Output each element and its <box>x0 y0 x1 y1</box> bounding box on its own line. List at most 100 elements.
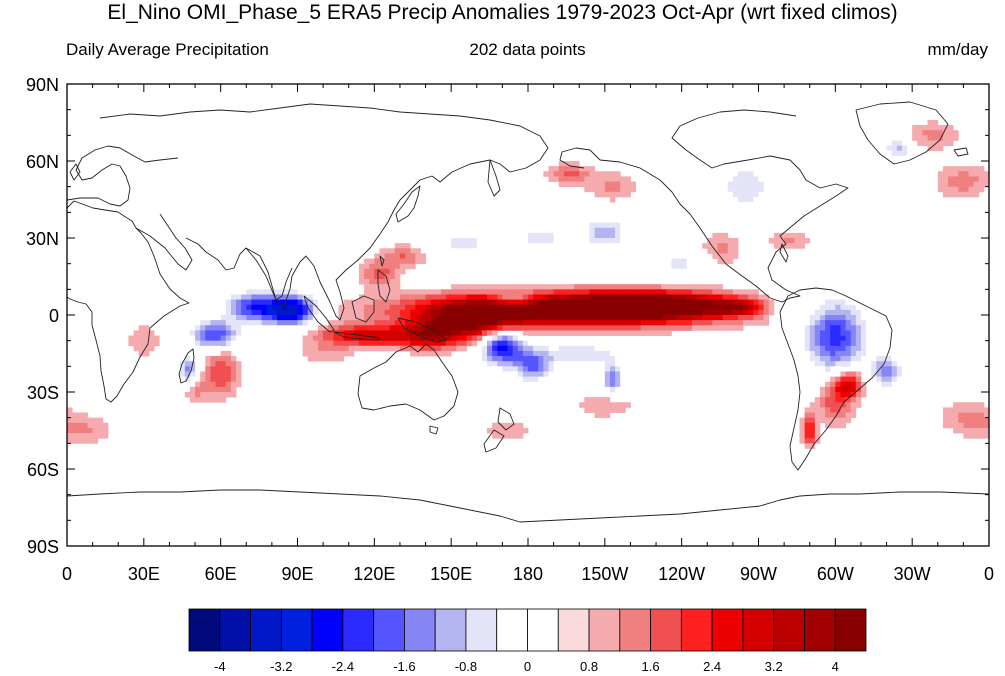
anomaly-cell <box>835 294 841 300</box>
anomaly-cell <box>681 433 688 439</box>
anomaly-cell <box>640 309 647 316</box>
anomaly-cell <box>246 427 252 434</box>
anomaly-cell <box>389 335 396 342</box>
anomaly-cell <box>819 294 826 300</box>
anomaly-cell <box>225 376 232 383</box>
anomaly-cell <box>691 309 698 316</box>
anomaly-cell <box>814 427 821 434</box>
anomaly-cell <box>876 458 882 465</box>
anomaly-cell <box>814 433 821 439</box>
anomaly-cell <box>533 232 539 239</box>
anomaly-cell <box>927 130 934 136</box>
anomaly-cell <box>778 238 785 244</box>
anomaly-cell <box>850 448 857 454</box>
anomaly-cell <box>497 309 503 316</box>
anomaly-cell <box>471 330 478 336</box>
anomaly-cell <box>461 284 467 290</box>
anomaly-cell <box>666 330 672 336</box>
anomaly-cell <box>584 350 590 357</box>
anomaly-cell <box>579 176 585 182</box>
anomaly-cell <box>584 238 590 244</box>
anomaly-cell <box>225 340 232 347</box>
anomaly-cell <box>630 299 636 306</box>
anomaly-cell <box>425 350 432 357</box>
anomaly-cell <box>968 427 975 434</box>
anomaly-cell <box>835 422 841 429</box>
anomaly-cell <box>251 438 257 444</box>
anomaly-cell <box>384 315 391 321</box>
anomaly-cell <box>487 238 493 244</box>
anomaly-cell <box>609 309 616 316</box>
anomaly-cell <box>722 171 729 177</box>
anomaly-cell <box>855 202 862 208</box>
anomaly-cell <box>200 320 206 326</box>
anomaly-cell <box>389 299 396 306</box>
x-tick-label: 30E <box>128 564 160 584</box>
anomaly-cell <box>287 304 293 311</box>
anomaly-cell <box>753 304 759 311</box>
anomaly-cell <box>410 309 416 316</box>
anomaly-cell <box>599 243 606 249</box>
anomaly-cell <box>410 289 416 295</box>
anomaly-cell <box>364 258 370 265</box>
anomaly-cell <box>220 438 227 444</box>
anomaly-cell <box>195 335 201 342</box>
anomaly-cell <box>799 304 805 311</box>
anomaly-cell <box>246 315 252 321</box>
anomaly-cell <box>871 361 877 367</box>
anomaly-cell <box>471 340 478 347</box>
anomaly-cell <box>968 191 975 198</box>
anomaly-cell <box>210 330 216 336</box>
anomaly-cell <box>364 340 370 347</box>
anomaly-cell <box>620 289 626 295</box>
anomaly-cell <box>379 279 385 285</box>
anomaly-cell <box>389 340 396 347</box>
anomaly-cell <box>435 243 442 249</box>
anomaly-cell <box>727 181 734 188</box>
anomaly-cell <box>671 268 677 275</box>
anomaly-cell <box>620 325 626 331</box>
anomaly-cell <box>753 315 759 321</box>
anomaly-cell <box>410 253 416 259</box>
anomaly-cell <box>609 191 616 198</box>
anomaly-cell <box>814 294 821 300</box>
anomaly-cell <box>512 427 519 434</box>
anomaly-cell <box>481 350 488 357</box>
anomaly-cell <box>261 325 268 331</box>
anomaly-cell <box>953 417 959 424</box>
anomaly-cell <box>528 315 534 321</box>
anomaly-cell <box>328 345 334 352</box>
anomaly-cell <box>866 371 872 377</box>
anomaly-cell <box>481 345 488 352</box>
anomaly-cell <box>722 315 729 321</box>
anomaly-cell <box>225 427 232 434</box>
anomaly-cell <box>154 340 160 347</box>
anomaly-cell <box>236 320 242 326</box>
anomaly-cell <box>369 335 375 342</box>
anomaly-cell <box>630 186 636 193</box>
anomaly-cell <box>210 443 216 449</box>
anomaly-cell <box>579 304 585 311</box>
anomaly-cell <box>835 299 841 306</box>
anomaly-cell <box>348 325 355 331</box>
anomaly-cell <box>364 325 370 331</box>
anomaly-cell <box>481 243 488 249</box>
anomaly-cell <box>502 320 508 326</box>
anomaly-cell <box>543 325 549 331</box>
anomaly-cell <box>594 412 601 419</box>
anomaly-cell <box>814 340 821 347</box>
anomaly-cell <box>220 294 227 300</box>
anomaly-cell <box>712 248 718 254</box>
anomaly-cell <box>825 335 831 342</box>
anomaly-cell <box>328 350 334 357</box>
anomaly-cell <box>553 284 560 290</box>
anomaly-cell <box>394 279 401 285</box>
anomaly-cell <box>548 356 555 362</box>
anomaly-cell <box>389 345 396 352</box>
anomaly-cell <box>236 340 242 347</box>
anomaly-cell <box>128 207 134 213</box>
anomaly-cell <box>589 232 595 239</box>
anomaly-cell <box>533 366 539 372</box>
anomaly-cell <box>323 340 329 347</box>
anomaly-cell <box>855 392 862 398</box>
